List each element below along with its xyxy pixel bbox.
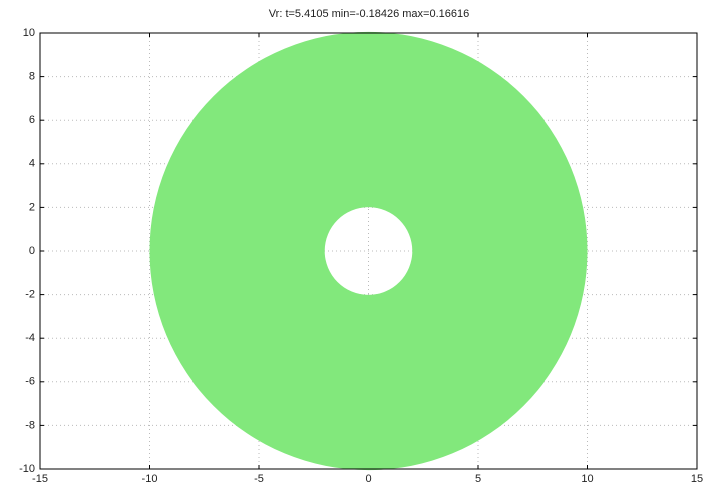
y-tick-label: -2 bbox=[25, 289, 35, 301]
chart-title: Vr: t=5.4105 min=-0.18426 max=0.16616 bbox=[269, 8, 469, 20]
y-tick-label: 0 bbox=[29, 245, 35, 257]
x-tick-label: -5 bbox=[254, 473, 264, 485]
y-tick-label: 10 bbox=[23, 27, 35, 39]
y-tick-label: -4 bbox=[25, 332, 35, 344]
plot-frame bbox=[39, 32, 698, 470]
y-tick-label: -8 bbox=[25, 419, 35, 431]
x-tick-label: 15 bbox=[691, 473, 703, 485]
x-tick-label: 0 bbox=[365, 473, 371, 485]
y-tick-label: -10 bbox=[19, 463, 35, 475]
y-tick-label: -6 bbox=[25, 376, 35, 388]
x-tick-label: -10 bbox=[142, 473, 158, 485]
y-tick-label: 4 bbox=[29, 158, 35, 170]
y-tick-label: 2 bbox=[29, 201, 35, 213]
x-tick-label: 5 bbox=[475, 473, 481, 485]
x-tick-label: 10 bbox=[581, 473, 593, 485]
y-tick-label: 8 bbox=[29, 71, 35, 83]
annulus bbox=[149, 31, 588, 471]
y-tick-label: 6 bbox=[29, 114, 35, 126]
x-tick-label: -15 bbox=[32, 473, 48, 485]
